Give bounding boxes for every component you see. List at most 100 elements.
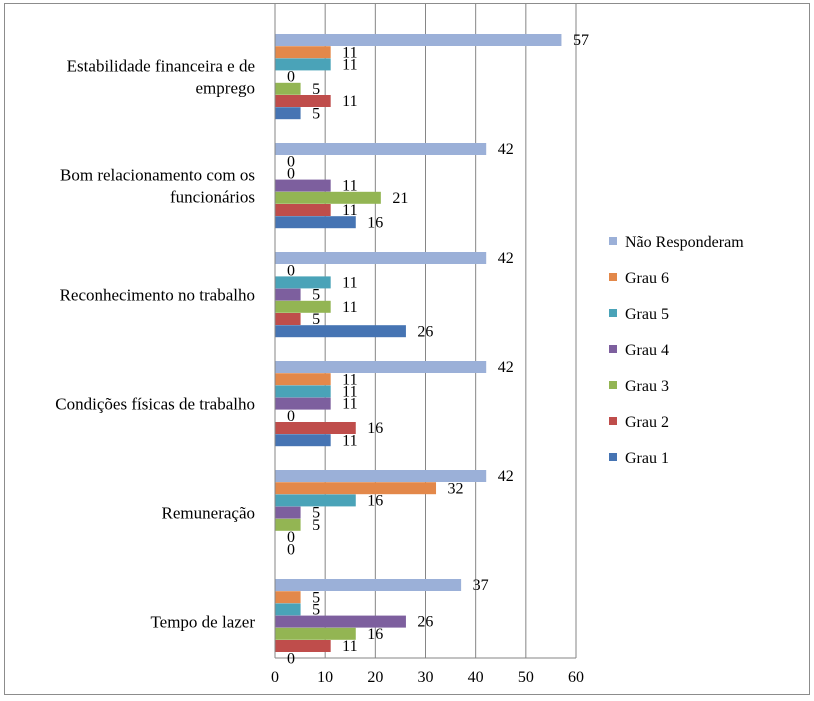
legend-label-nao-responderam: Não Responderam xyxy=(625,234,744,251)
legend-swatch-nao-responderam xyxy=(609,237,617,245)
x-tick-label-0: 0 xyxy=(271,669,279,686)
bar-grau-2-cat-3 xyxy=(275,422,356,434)
bar-grau-2-cat-5 xyxy=(275,640,331,652)
bar-grau-6-cat-4 xyxy=(275,482,437,495)
data-label-grau-3-cat-3: 0 xyxy=(287,408,295,425)
data-label-nao-responderam-cat-0: 57 xyxy=(573,32,589,49)
axis-group: 0 10 20 30 40 50 60 xyxy=(271,4,584,686)
bar-nao-responderam-cat-2 xyxy=(275,252,487,264)
data-label-grau-1-cat-3: 11 xyxy=(342,432,357,449)
bar-grau-4-cat-3 xyxy=(275,397,331,410)
grid-lines xyxy=(324,4,577,658)
data-label-grau-3-cat-0: 5 xyxy=(312,81,320,98)
data-labels-group: 5711110511542001121111642011511526421111… xyxy=(287,32,589,667)
data-label-grau-3-cat-5: 16 xyxy=(367,626,383,643)
legend-label-grau-1: Grau 1 xyxy=(625,450,669,467)
legend-swatch-grau-5 xyxy=(609,309,617,317)
data-label-grau-4-cat-0: 0 xyxy=(287,69,295,86)
legend-swatch-grau-3 xyxy=(609,381,617,389)
bar-nao-responderam-cat-4 xyxy=(275,470,487,482)
data-label-grau-1-cat-0: 5 xyxy=(312,105,320,122)
data-label-grau-1-cat-4: 0 xyxy=(287,541,295,558)
bar-grau-3-cat-0 xyxy=(275,82,301,95)
bar-grau-3-cat-5 xyxy=(275,627,356,640)
data-label-grau-5-cat-5: 5 xyxy=(312,602,320,619)
bar-grau-4-cat-2 xyxy=(275,288,301,301)
category-label-3: Condições físicas de trabalho xyxy=(55,395,255,414)
data-label-grau-1-cat-1: 16 xyxy=(367,214,383,231)
bar-grau-6-cat-3 xyxy=(275,373,331,386)
x-tick-label-40: 40 xyxy=(468,669,484,686)
bar-grau-5-cat-4 xyxy=(275,494,356,507)
chart-frame: 0 10 20 30 40 50 60 57 11 11 0 5 11 5 42 0 0 11 21 11 16 42 0… xyxy=(4,3,810,695)
bar-grau-2-cat-0 xyxy=(275,95,331,107)
data-label-grau-1-cat-2: 26 xyxy=(417,323,433,340)
bar-grau-5-cat-0 xyxy=(275,58,331,71)
legend-label-grau-4: Grau 4 xyxy=(625,342,669,359)
data-label-grau-5-cat-4: 16 xyxy=(367,493,383,510)
bar-grau-4-cat-5 xyxy=(275,615,406,628)
legend: Não Responderam Grau 6 Grau 5 Grau 4 Grau 3 G… xyxy=(609,234,744,467)
bar-grau-5-cat-5 xyxy=(275,603,301,616)
legend-swatch-grau-2 xyxy=(609,417,617,425)
bar-grau-3-cat-1 xyxy=(275,191,381,204)
category-label-2: Reconhecimento no trabalho xyxy=(60,286,255,305)
legend-label-grau-2: Grau 2 xyxy=(625,414,669,431)
data-label-nao-responderam-cat-5: 37 xyxy=(473,577,489,594)
data-label-nao-responderam-cat-4: 42 xyxy=(498,468,514,485)
category-label-0: Estabilidade financeira e de emprego xyxy=(67,57,255,98)
bar-grau-6-cat-0 xyxy=(275,46,331,59)
bar-grau-2-cat-1 xyxy=(275,204,331,216)
data-label-grau-6-cat-5: 5 xyxy=(312,589,320,606)
bar-chart: 0 10 20 30 40 50 60 57111105115420011211116420… xyxy=(55,4,744,686)
data-label-grau-4-cat-3: 11 xyxy=(342,396,357,413)
data-label-grau-2-cat-3: 16 xyxy=(367,420,383,437)
data-label-grau-6-cat-1: 0 xyxy=(287,153,295,170)
category-label-4: Remuneração xyxy=(162,504,255,523)
category-label-5: Tempo de lazer xyxy=(150,613,255,632)
x-tick-label-50: 50 xyxy=(518,669,534,686)
data-label-grau-3-cat-2: 11 xyxy=(342,299,357,316)
data-label-grau-5-cat-0: 11 xyxy=(342,57,357,74)
data-label-grau-6-cat-0: 11 xyxy=(342,44,357,61)
bar-grau-3-cat-4 xyxy=(275,518,301,531)
data-label-grau-3-cat-4: 5 xyxy=(312,517,320,534)
legend-label-grau-6: Grau 6 xyxy=(625,270,669,287)
bar-grau-2-cat-2 xyxy=(275,313,301,325)
data-label-grau-6-cat-4: 32 xyxy=(448,480,464,497)
bar-grau-1-cat-0 xyxy=(275,107,301,120)
bar-grau-5-cat-2 xyxy=(275,276,331,289)
bars-group xyxy=(275,34,562,652)
data-label-grau-1-cat-5: 0 xyxy=(287,650,295,667)
data-label-grau-6-cat-2: 0 xyxy=(287,262,295,279)
x-tick-label-30: 30 xyxy=(418,669,434,686)
data-label-grau-2-cat-2: 5 xyxy=(312,311,320,328)
data-label-grau-2-cat-5: 11 xyxy=(342,638,357,655)
data-label-grau-4-cat-1: 11 xyxy=(342,178,357,195)
x-tick-label-20: 20 xyxy=(367,669,383,686)
legend-label-grau-3: Grau 3 xyxy=(625,378,669,395)
data-label-nao-responderam-cat-3: 42 xyxy=(498,359,514,376)
data-label-grau-4-cat-2: 5 xyxy=(312,287,320,304)
data-label-nao-responderam-cat-1: 42 xyxy=(498,141,514,158)
data-label-grau-5-cat-2: 11 xyxy=(342,275,357,292)
data-label-grau-2-cat-0: 11 xyxy=(342,93,357,110)
bar-grau-6-cat-5 xyxy=(275,591,301,604)
bar-grau-4-cat-1 xyxy=(275,179,331,192)
bar-nao-responderam-cat-3 xyxy=(275,361,487,373)
data-label-grau-3-cat-1: 21 xyxy=(392,190,408,207)
data-label-grau-6-cat-3: 11 xyxy=(342,371,357,388)
data-label-grau-4-cat-5: 26 xyxy=(417,614,433,631)
bar-grau-4-cat-4 xyxy=(275,506,301,519)
x-tick-label-10: 10 xyxy=(317,669,333,686)
data-label-grau-2-cat-1: 11 xyxy=(342,202,357,219)
bar-nao-responderam-cat-1 xyxy=(275,143,487,155)
legend-swatch-grau-6 xyxy=(609,273,617,281)
x-tick-label-60: 60 xyxy=(568,669,584,686)
legend-swatch-grau-4 xyxy=(609,345,617,353)
bar-grau-3-cat-2 xyxy=(275,300,331,313)
bar-nao-responderam-cat-5 xyxy=(275,579,462,591)
data-label-nao-responderam-cat-2: 42 xyxy=(498,250,514,267)
data-label-grau-2-cat-4: 0 xyxy=(287,529,295,546)
data-label-grau-4-cat-4: 5 xyxy=(312,505,320,522)
